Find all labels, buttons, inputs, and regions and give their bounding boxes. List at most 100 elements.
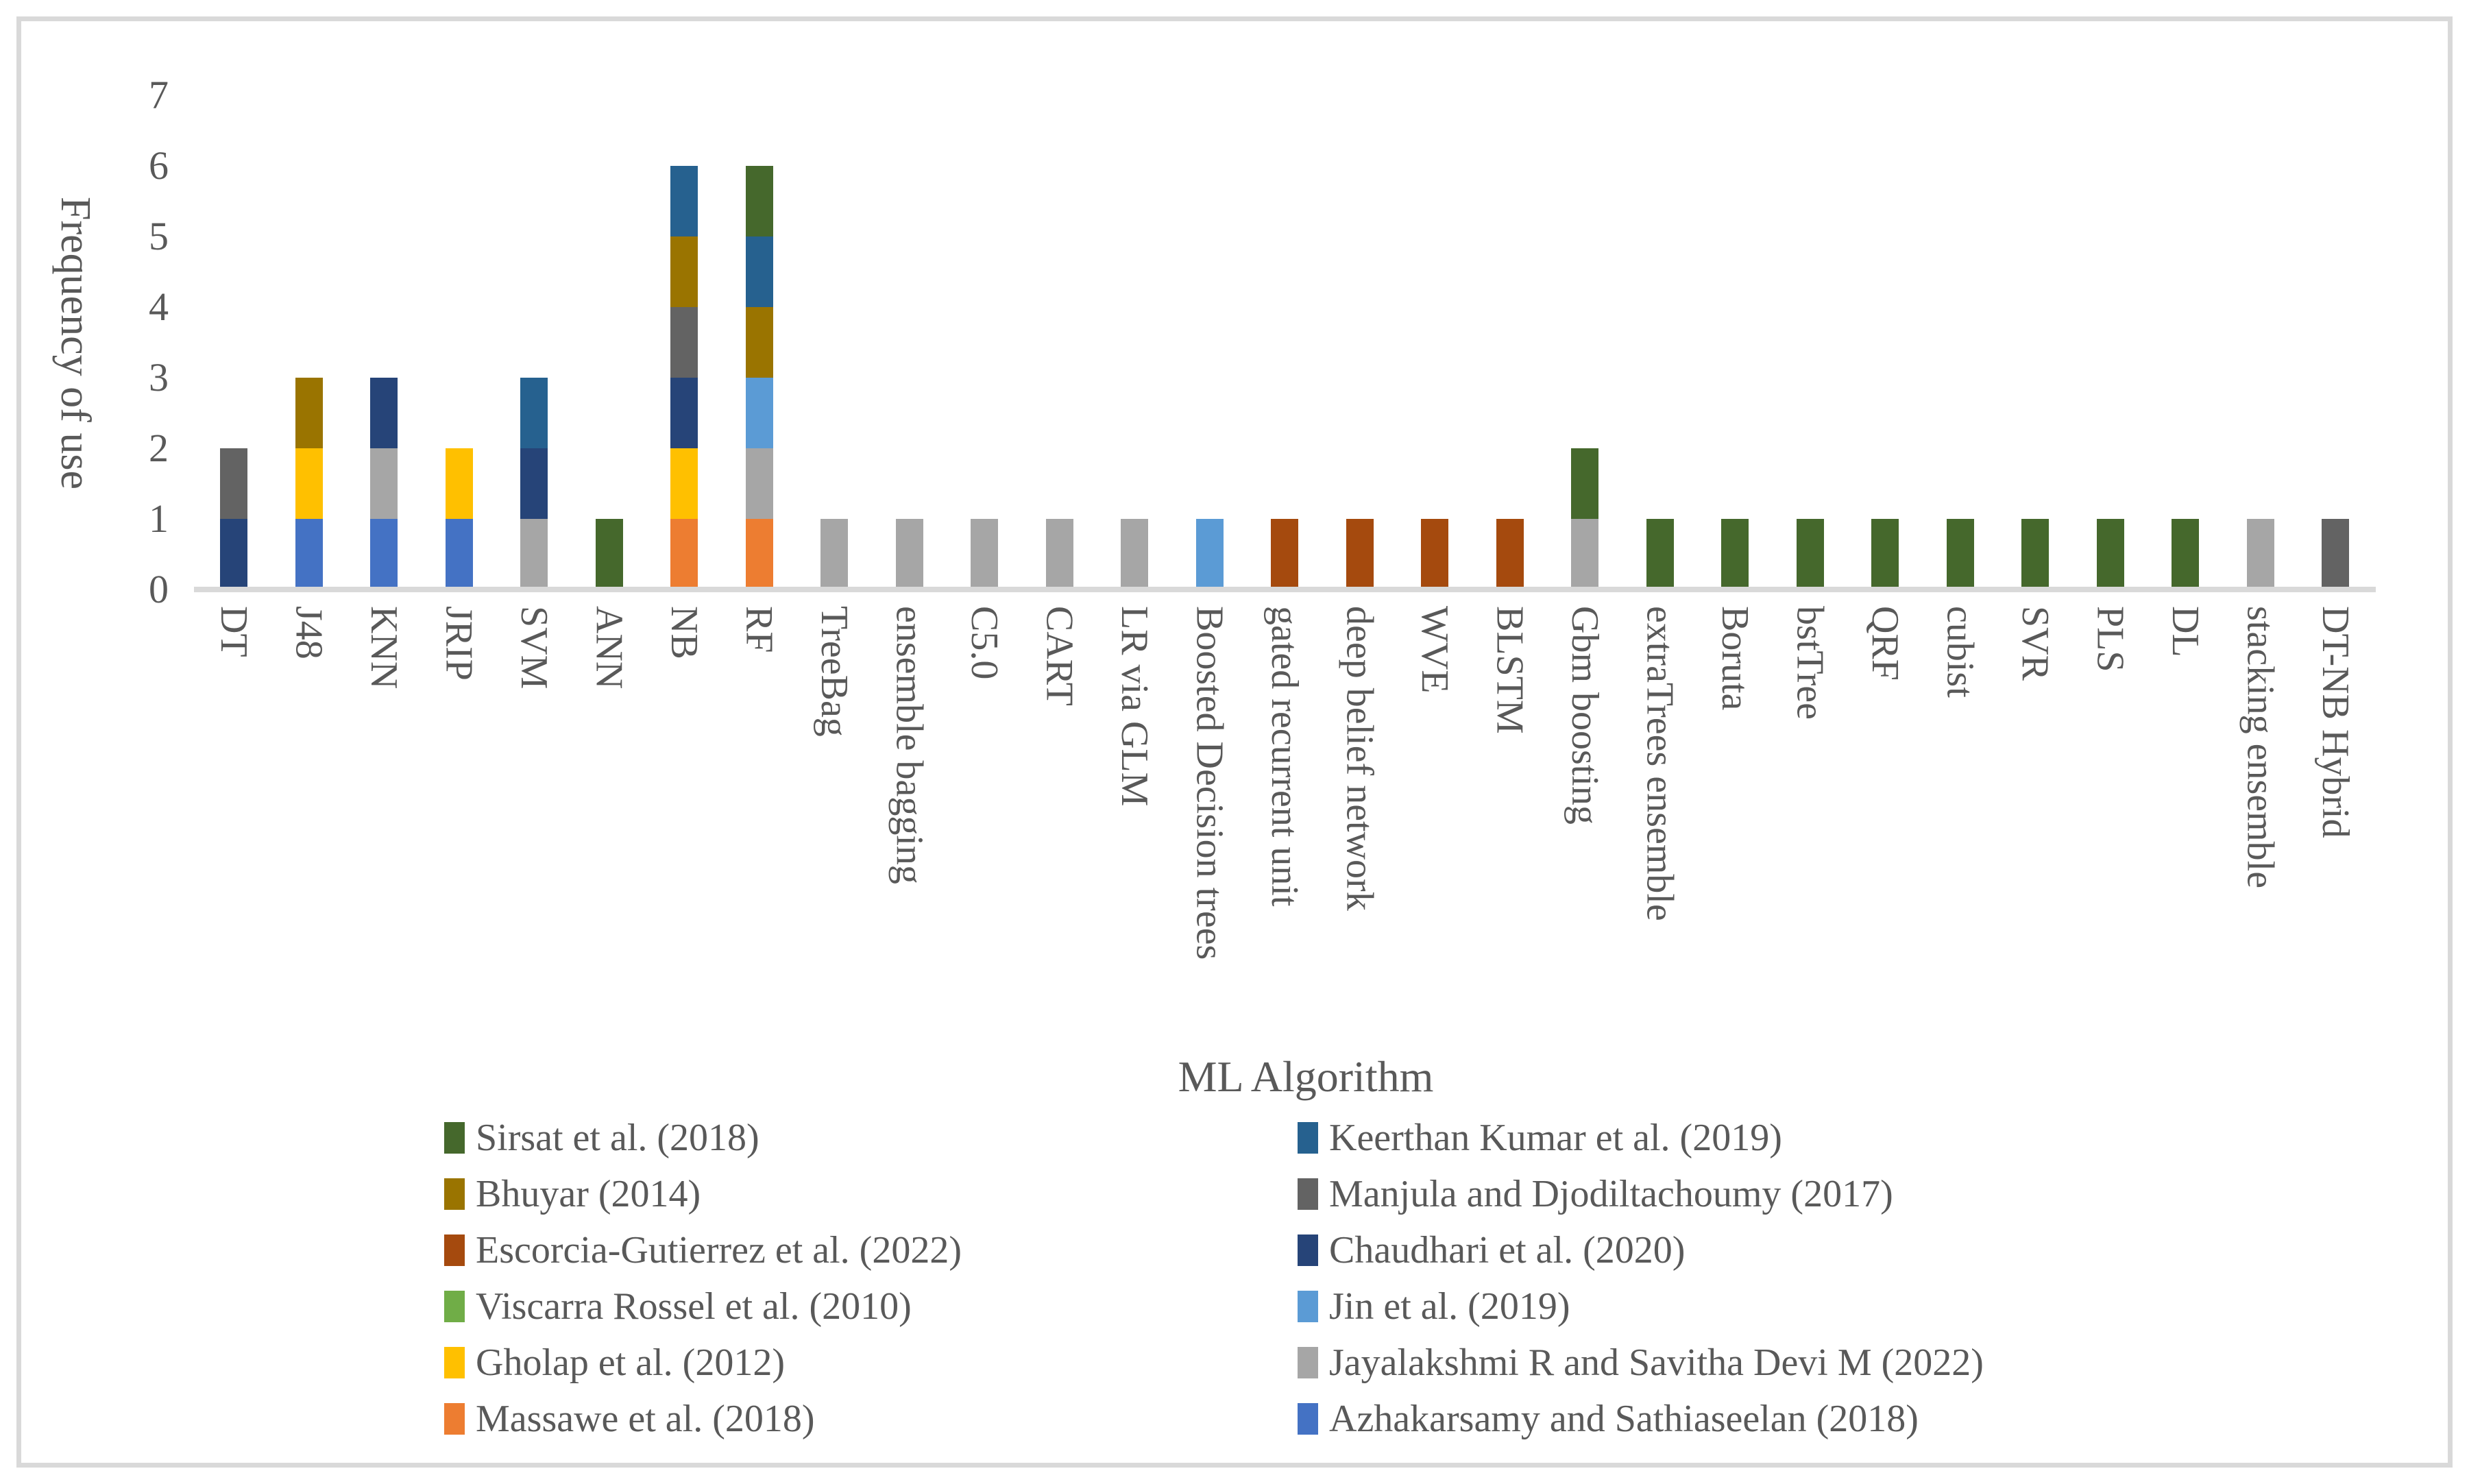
bar-segment: [445, 448, 473, 519]
bar-segment: [2322, 519, 2349, 589]
x-tick-label: J48: [287, 606, 330, 659]
bar-segment: [295, 448, 323, 519]
bar-segment: [745, 519, 773, 589]
legend-item: Gholap et al. (2012): [444, 1335, 1298, 1391]
bar-segment: [1571, 519, 1598, 589]
bar-segment: [745, 166, 773, 236]
x-tick-label: LR via GLM: [1113, 606, 1156, 807]
x-tick-label: JRIP: [437, 606, 481, 681]
x-tick-label: BLSTM: [1488, 606, 1531, 734]
x-tick-label: SVM: [513, 606, 555, 690]
x-tick-label: WVE: [1413, 606, 1456, 694]
y-tick-2: 2: [149, 426, 169, 470]
bar-segment: [1646, 519, 1674, 589]
bar-segment: [820, 519, 848, 589]
bar-segment: [370, 448, 398, 519]
legend-label: Escorcia-Gutierrez et al. (2022): [476, 1229, 962, 1272]
bar-segment: [670, 307, 698, 378]
bar-segment: [370, 519, 398, 589]
legend-swatch-icon: [444, 1122, 465, 1154]
legend-label: Bhuyar (2014): [476, 1173, 701, 1215]
legend-swatch-icon: [1298, 1291, 1318, 1322]
bar-segment: [1271, 519, 1298, 589]
bar-segment: [520, 448, 548, 519]
legend-item: Jin et al. (2019): [1298, 1278, 1984, 1335]
bar-segment: [370, 378, 398, 448]
legend-item: Massawe et al. (2018): [444, 1391, 1298, 1447]
y-tick-4: 4: [149, 284, 169, 329]
bar-segment: [670, 166, 698, 236]
legend-swatch-icon: [1298, 1178, 1318, 1210]
bar-segment: [1045, 519, 1073, 589]
legend-label: Viscarra Rossel et al. (2010): [476, 1285, 912, 1328]
legend-label: Jin et al. (2019): [1329, 1285, 1570, 1328]
x-tick-label: C5.0: [963, 606, 1006, 680]
legend-swatch-icon: [1298, 1403, 1318, 1435]
legend-swatch-icon: [444, 1178, 465, 1210]
x-tick-label: ensemble bagging: [888, 606, 931, 884]
x-tick-label: bstTree: [1788, 606, 1832, 720]
y-tick-6: 6: [149, 143, 169, 188]
bar-segment: [1421, 519, 1448, 589]
bar-segment: [2172, 519, 2199, 589]
bar-segment: [2246, 519, 2274, 589]
x-axis-line: [194, 587, 2376, 592]
legend-label: Gholap et al. (2012): [476, 1341, 785, 1384]
x-tick-label: gated recurrent unit: [1263, 606, 1306, 907]
x-tick-label: SVR: [2014, 606, 2056, 681]
x-axis-title: ML Algorithm: [1178, 1052, 1434, 1101]
legend-item: Sirsat et al. (2018): [444, 1110, 1298, 1166]
y-tick-5: 5: [149, 214, 169, 258]
bar-segment: [895, 519, 923, 589]
bar-segment: [745, 448, 773, 519]
y-tick-0: 0: [149, 567, 169, 611]
bar-segment: [1796, 519, 1824, 589]
bar-segment: [971, 519, 998, 589]
y-axis-title: Frequency of use: [52, 197, 99, 489]
x-tick-label: QRF: [1864, 606, 1906, 681]
legend-label: Jayalakshmi R and Savitha Devi M (2022): [1329, 1341, 1984, 1384]
x-tick-label: Boosted Decision trees: [1188, 606, 1231, 960]
legend-swatch-icon: [444, 1403, 465, 1435]
legend-item: Keerthan Kumar et al. (2019): [1298, 1110, 1984, 1166]
bar-segment: [1571, 448, 1598, 519]
bar-segment: [295, 519, 323, 589]
x-tick-label: extraTrees ensemble: [1638, 606, 1681, 921]
bar-segment: [670, 378, 698, 448]
legend-swatch-icon: [1298, 1122, 1318, 1154]
x-tick-label: CART: [1038, 606, 1081, 706]
bar-segment: [745, 307, 773, 378]
bar-segment: [595, 519, 623, 589]
x-tick-label: DT-NB Hybrid: [2314, 606, 2357, 838]
x-tick-label: KNN: [363, 606, 405, 690]
legend-label: Keerthan Kumar et al. (2019): [1329, 1117, 1782, 1159]
bar-segment: [745, 236, 773, 307]
legend-label: Manjula and Djodiltachoumy (2017): [1329, 1173, 1893, 1215]
x-tick-label: Gbm boosting: [1564, 606, 1606, 825]
bar-segment: [520, 519, 548, 589]
x-tick-label: DL: [2164, 606, 2206, 657]
x-tick-label: ANN: [587, 606, 631, 690]
legend-label: Chaudhari et al. (2020): [1329, 1229, 1686, 1272]
legend-swatch-icon: [1298, 1347, 1318, 1378]
legend-item: Escorcia-Gutierrez et al. (2022): [444, 1222, 1298, 1278]
legend: Sirsat et al. (2018) Keerthan Kumar et al…: [444, 1110, 1984, 1447]
legend-item: Jayalakshmi R and Savitha Devi M (2022): [1298, 1335, 1984, 1391]
x-tick-label: NB: [663, 606, 705, 659]
legend-swatch-icon: [1298, 1234, 1318, 1266]
legend-label: Sirsat et al. (2018): [476, 1117, 759, 1159]
legend-label: Azhakarsamy and Sathiaseelan (2018): [1329, 1398, 1919, 1440]
y-tick-7: 7: [149, 73, 169, 117]
bar-segment: [670, 236, 698, 307]
x-tick-label: RF: [738, 606, 781, 653]
legend-item: Viscarra Rossel et al. (2010): [444, 1278, 1298, 1335]
bar-segment: [1496, 519, 1524, 589]
bar-segment: [220, 448, 247, 519]
y-tick-3: 3: [149, 355, 169, 400]
bar-segment: [2021, 519, 2049, 589]
bar-segment: [220, 519, 247, 589]
x-tick-label: TreeBag: [813, 606, 855, 737]
bar-segment: [670, 519, 698, 589]
legend-item: Chaudhari et al. (2020): [1298, 1222, 1984, 1278]
